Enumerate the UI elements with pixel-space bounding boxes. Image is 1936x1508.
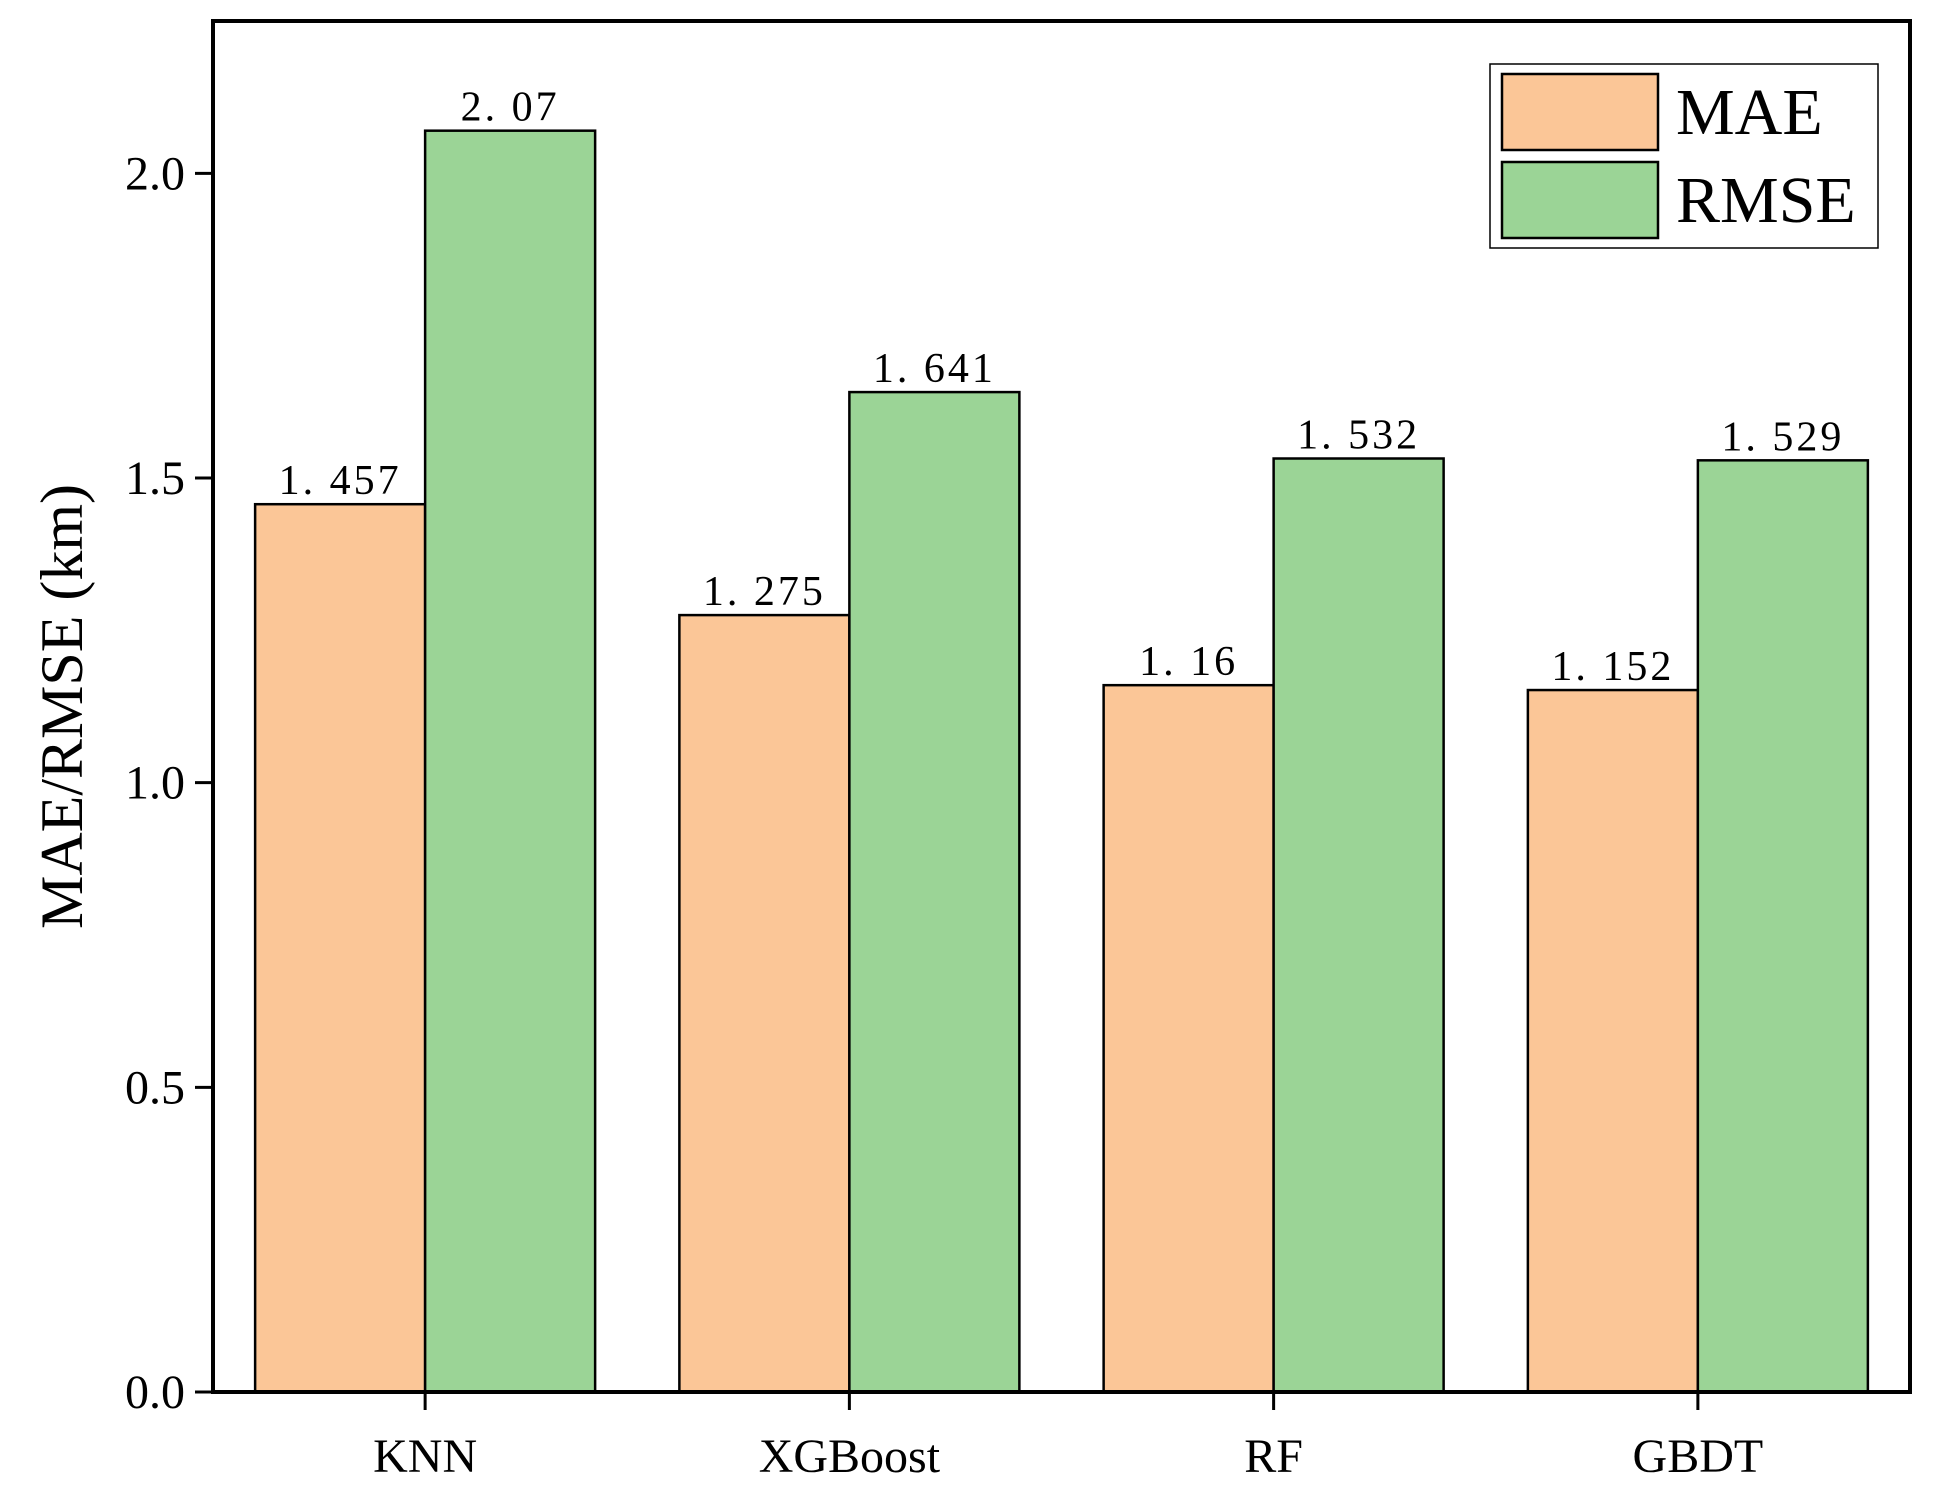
bars-layer: [253, 129, 1870, 1394]
legend-swatch-rmse: [1500, 160, 1660, 240]
bar-rmse-xgboost: [848, 390, 1021, 1394]
data-label-mae-knn: 1. 457: [279, 458, 402, 504]
legend: MAE RMSE: [1489, 63, 1879, 249]
bar-mae-rf: [1102, 683, 1275, 1394]
data-label-mae-xgboost: 1. 275: [703, 569, 826, 615]
data-label-mae-rf: 1. 16: [1139, 639, 1238, 685]
x-tick-label-gbdt: GBDT: [1633, 1430, 1764, 1483]
data-label-rmse-rf: 1. 532: [1297, 413, 1420, 459]
data-labels-layer: 1. 457 2. 07 1. 275 1. 641 1. 16 1. 532 1. 152…: [279, 85, 1844, 690]
bar-mae-xgboost: [678, 613, 851, 1394]
legend-label-mae: MAE: [1676, 76, 1823, 149]
y-tick-label: 1.0: [125, 757, 185, 810]
legend-swatch-mae: [1500, 72, 1660, 152]
bar-rmse-knn: [423, 129, 597, 1394]
ticks-layer: KNN XGBoost RF GBDT 0.0 0.5 1.0 1.5 2.0: [125, 147, 1763, 1483]
y-axis-title: MAE/RMSE (km): [29, 484, 95, 929]
x-tick-label-xgboost: XGBoost: [759, 1430, 941, 1483]
data-label-rmse-knn: 2. 07: [461, 85, 560, 131]
bar-rmse-gbdt: [1696, 459, 1870, 1394]
x-tick-label-knn: KNN: [373, 1430, 477, 1483]
data-label-mae-gbdt: 1. 152: [1551, 644, 1674, 690]
legend-label-rmse: RMSE: [1676, 164, 1856, 237]
y-tick-label: 0.5: [125, 1061, 185, 1114]
data-label-rmse-xgboost: 1. 641: [873, 346, 996, 392]
y-tick-label: 2.0: [125, 147, 185, 200]
y-tick-label: 0.0: [125, 1366, 185, 1419]
bar-rmse-rf: [1272, 457, 1445, 1394]
plot-frame: [211, 19, 1912, 1394]
x-tick-label-rf: RF: [1244, 1430, 1303, 1483]
bar-mae-gbdt: [1526, 688, 1700, 1394]
data-label-rmse-gbdt: 1. 529: [1721, 414, 1844, 460]
y-tick-label: 1.5: [125, 452, 185, 505]
bar-mae-knn: [253, 502, 427, 1394]
